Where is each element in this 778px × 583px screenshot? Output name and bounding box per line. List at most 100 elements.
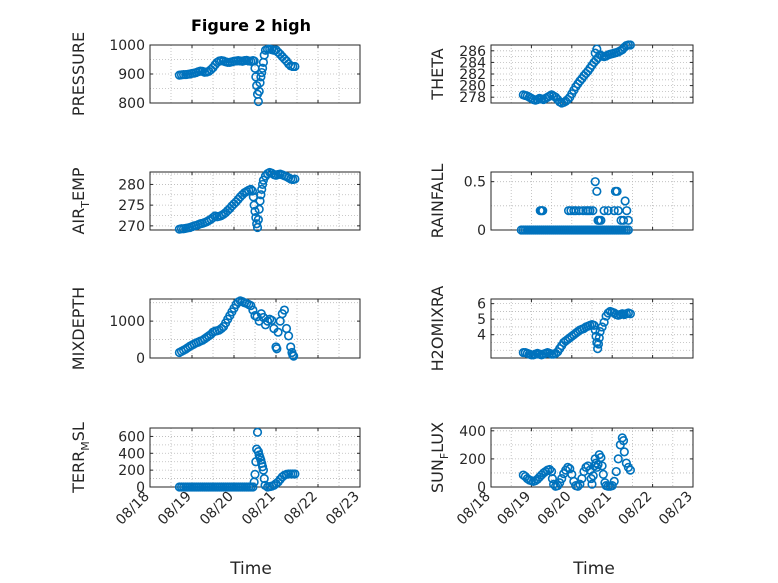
y-tick-label: 400	[118, 446, 145, 462]
x-axis-label-left: Time	[229, 559, 272, 579]
data-point	[544, 464, 555, 475]
data-point	[273, 327, 283, 337]
data-point	[290, 174, 300, 184]
data-point	[588, 471, 598, 481]
y-tick-label: 6	[477, 297, 486, 313]
x-tick-label: 08/22	[616, 489, 656, 529]
data-point	[538, 206, 548, 216]
data-point	[257, 179, 268, 190]
y-axis-label: PRESSURE	[69, 32, 88, 116]
data-point	[256, 190, 266, 200]
data-point	[255, 78, 265, 88]
y-tick-label: 0	[136, 480, 145, 496]
data-point	[229, 199, 239, 209]
data-point	[590, 48, 600, 58]
y-tick-label: 200	[118, 463, 145, 479]
data-point	[272, 344, 282, 354]
y-tick-label: 900	[118, 67, 145, 83]
data-point	[625, 309, 635, 319]
data-point	[565, 464, 575, 474]
data-point	[557, 473, 567, 484]
data-point	[587, 479, 597, 489]
y-tick-label: 5	[477, 312, 486, 328]
data-point	[593, 344, 603, 354]
x-tick-label: 08/23	[323, 489, 363, 529]
data-point	[290, 469, 300, 479]
y-tick-label: 800	[118, 96, 145, 112]
data-point	[250, 469, 260, 479]
y-axis-label: H2OMIXRA	[428, 286, 447, 372]
data-point	[252, 427, 263, 437]
y-tick-label: 280	[459, 79, 486, 95]
y-tick-label: 4	[477, 328, 486, 344]
data-point	[590, 177, 600, 187]
data-point	[256, 72, 266, 82]
data-point	[603, 206, 613, 216]
data-point	[255, 196, 265, 206]
y-tick-label: 400	[459, 424, 486, 440]
y-axis-label: AIRTEMP	[69, 167, 92, 234]
y-tick-label: 284	[459, 55, 486, 71]
data-point	[252, 219, 262, 229]
y-axis-label: THETA	[428, 48, 447, 100]
y-tick-label: 600	[118, 429, 145, 445]
data-point	[563, 462, 573, 472]
subplot-terr_msl: 08/18 08/19 08/20 08/21 08/22 08/23 0200400600…	[69, 422, 363, 528]
data-point	[623, 225, 633, 235]
data-point	[592, 186, 602, 196]
data-point	[613, 454, 623, 464]
data-point	[618, 215, 629, 225]
data-point	[599, 317, 609, 327]
data-point	[246, 301, 256, 311]
data-point	[595, 327, 605, 337]
y-tick-label: 200	[459, 452, 486, 468]
data-point	[623, 215, 633, 225]
data-point	[248, 482, 258, 492]
y-tick-label: 0	[477, 480, 486, 496]
data-point	[573, 481, 583, 491]
data-point	[594, 333, 604, 343]
data-point	[248, 305, 258, 315]
data-point	[257, 63, 268, 73]
data-point	[585, 206, 595, 216]
data-point	[612, 186, 622, 196]
data-point	[596, 452, 606, 463]
data-point	[281, 323, 292, 334]
data-point	[609, 476, 619, 486]
x-tick-label: 08/19	[494, 489, 534, 529]
data-point	[251, 212, 261, 223]
data-point	[625, 40, 635, 50]
axes-frame	[490, 427, 694, 488]
data-point	[212, 57, 222, 68]
x-tick-label: 08/22	[281, 489, 321, 529]
data-point	[263, 316, 273, 326]
data-point	[596, 215, 606, 225]
data-point	[549, 479, 559, 489]
y-tick-label: 275	[118, 198, 145, 214]
data-point	[284, 331, 294, 341]
subplot-h2omixra: 456 H2OMIXRA	[428, 286, 694, 372]
data-point	[599, 206, 609, 216]
data-point	[622, 206, 632, 216]
data-point	[547, 473, 558, 484]
data-point	[253, 96, 263, 107]
y-axis-label: SUNFLUX	[428, 422, 451, 493]
y-tick-label: 0	[136, 351, 145, 367]
data-point	[286, 342, 296, 352]
data-point	[254, 86, 264, 96]
axes-frame	[490, 298, 694, 359]
data-point	[592, 44, 602, 54]
data-point	[620, 196, 630, 206]
figure-title: Figure 2 high	[191, 16, 311, 35]
data-point	[619, 447, 629, 457]
subplot-sun_flux: 08/18 08/19 08/20 08/21 08/22 08/23 0 200 400 SUN…	[428, 422, 696, 528]
data-point	[611, 466, 621, 477]
data-point	[618, 436, 629, 446]
y-axis-label: TERRMSL	[69, 422, 92, 494]
y-tick-label: 278	[459, 90, 486, 106]
y-tick-label: 282	[459, 67, 486, 83]
data-point	[267, 315, 277, 325]
subplot-air_temp: 270 275 280 AIRTEMP	[69, 167, 361, 235]
